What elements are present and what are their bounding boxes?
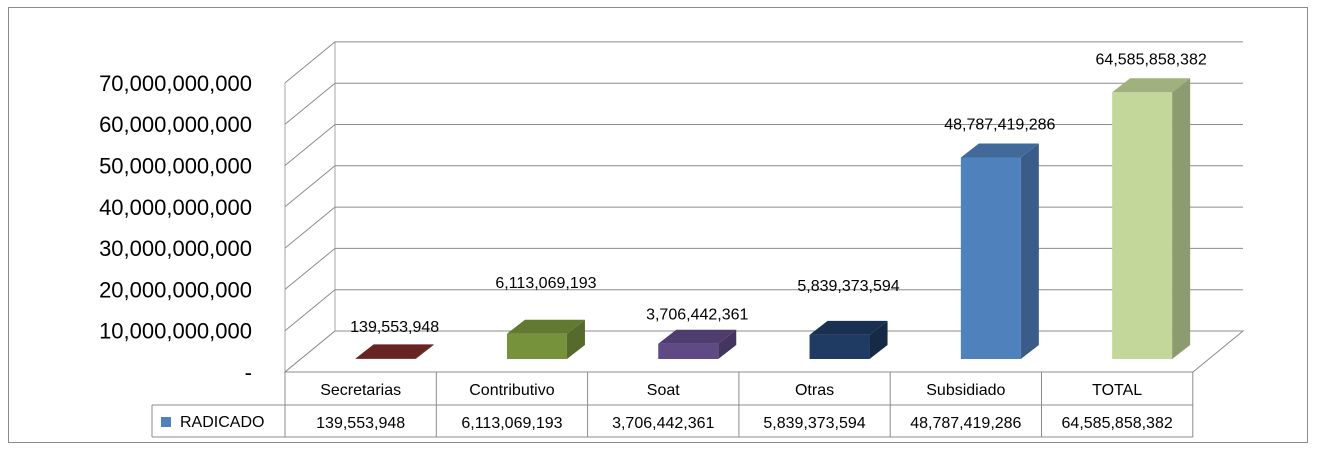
chart-floor [283,330,1245,373]
bar-otras-side [869,320,888,359]
y-tick-label: 70,000,000,000 [99,71,252,96]
gridline [284,206,1243,249]
bar-secretarias-side [415,344,434,359]
table-value-total: 64,585,858,382 [1062,415,1173,432]
data-label-soat: 3,706,442,361 [646,307,748,324]
bar-secretarias-top [355,344,434,359]
legend-series-name: RADICADO [180,414,264,431]
bar-otras-front [809,334,870,359]
bar-contributivo-front [506,333,567,359]
legend-swatch [161,417,171,427]
gridline [284,41,1243,84]
gridline [284,82,1243,125]
category-label-subsidiado: Subsidiado [926,382,1005,399]
bar-total-top [1112,78,1191,93]
gridline [284,165,1243,208]
table-value-subsidiado: 48,787,419,286 [910,415,1021,432]
bar-contributivo-top [506,319,585,334]
y-tick-label: 40,000,000,000 [99,195,252,220]
y-tick-label: 60,000,000,000 [99,112,252,137]
bar-contributivo-side [566,319,585,359]
category-label-soat: Soat [647,382,680,399]
bar-subsidiado-front [960,157,1021,359]
table-value-contributivo: 6,113,069,193 [461,415,562,432]
gridline [284,124,1243,166]
table-value-soat: 3,706,442,361 [612,415,714,432]
y-tick-label: 30,000,000,000 [99,236,252,261]
bar-soat-top [658,329,737,344]
bar-total-side [1172,78,1191,359]
data-label-secretarias: 139,553,948 [350,319,439,336]
bar-subsidiado-top [960,143,1039,158]
table-value-otras: 5,839,373,594 [763,415,865,432]
y-tick-label: 20,000,000,000 [99,277,252,302]
gridline [284,289,1243,332]
bar-soat-side [718,329,737,359]
category-label-total: TOTAL [1092,382,1142,399]
bar-soat-front [658,343,719,359]
category-label-contributivo: Contributivo [469,382,554,399]
gridline [284,247,1243,290]
bar-secretarias-front [355,358,416,359]
category-label-otras: Otras [795,382,834,399]
bar-otras-top [809,320,888,335]
y-tick-label: 50,000,000,000 [99,154,252,179]
table-value-secretarias: 139,553,948 [316,415,405,432]
bar-subsidiado-side [1020,143,1039,359]
data-label-contributivo: 6,113,069,193 [495,275,596,292]
bar-total-front [1112,92,1173,359]
y-tick-label: - [245,360,252,385]
category-label-secretarias: Secretarias [320,382,401,399]
data-label-total: 64,585,858,382 [1096,51,1207,68]
data-label-otras: 5,839,373,594 [797,278,899,295]
y-tick-label: 10,000,000,000 [99,319,252,344]
data-label-subsidiado: 48,787,419,286 [944,117,1055,134]
